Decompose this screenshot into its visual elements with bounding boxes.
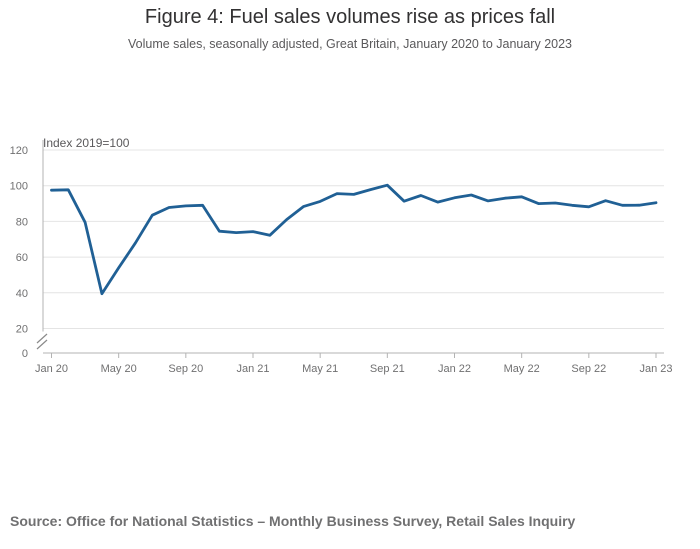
- y-axis-label: Index 2019=100: [43, 136, 130, 150]
- x-tick-label: May 21: [302, 363, 338, 375]
- data-point[interactable]: [532, 198, 544, 210]
- data-point[interactable]: [482, 195, 494, 207]
- data-point[interactable]: [365, 184, 377, 196]
- data-point[interactable]: [79, 216, 91, 228]
- data-point[interactable]: [516, 191, 528, 203]
- x-tick-label: May 20: [101, 363, 137, 375]
- axis-break-icon: [35, 333, 51, 350]
- data-point[interactable]: [146, 209, 158, 221]
- x-tick-label: Jan 20: [35, 363, 68, 375]
- data-point[interactable]: [600, 195, 612, 207]
- x-tick-label: Sep 20: [168, 363, 203, 375]
- data-point[interactable]: [616, 199, 628, 211]
- data-point[interactable]: [197, 199, 209, 211]
- axis-break-mark: [36, 333, 48, 344]
- series-group: [46, 179, 662, 300]
- x-tick-label: May 22: [504, 363, 540, 375]
- y-axis-ticks: 0 20 40 60 80 100 120: [10, 145, 28, 360]
- chart-title: Figure 4: Fuel sales volumes rise as pri…: [144, 6, 556, 28]
- data-point[interactable]: [230, 227, 242, 239]
- x-tick-label: Sep 22: [571, 363, 606, 375]
- data-point[interactable]: [381, 179, 393, 191]
- axis-break-mask: [35, 335, 51, 349]
- y-tick-label: 80: [16, 216, 28, 228]
- data-point[interactable]: [348, 188, 360, 200]
- data-point[interactable]: [180, 200, 192, 212]
- data-point[interactable]: [415, 190, 427, 202]
- data-point[interactable]: [465, 189, 477, 201]
- data-point[interactable]: [449, 192, 461, 204]
- data-point[interactable]: [583, 201, 595, 213]
- data-point[interactable]: [46, 184, 58, 196]
- data-point[interactable]: [213, 225, 225, 237]
- data-point[interactable]: [650, 197, 662, 209]
- y-tick-label: 60: [16, 252, 28, 264]
- x-tick-label: Jan 23: [639, 363, 672, 375]
- gridlines: [42, 140, 664, 354]
- data-point[interactable]: [281, 214, 293, 226]
- data-point[interactable]: [96, 288, 108, 300]
- data-point[interactable]: [398, 195, 410, 207]
- data-point[interactable]: [314, 195, 326, 207]
- y-tick-label: 0: [22, 348, 28, 360]
- x-tick-label: Jan 21: [236, 363, 269, 375]
- data-point[interactable]: [432, 196, 444, 208]
- data-point[interactable]: [264, 229, 276, 241]
- x-axis-ticks: Jan 20 May 20 Sep 20 Jan 21 May 21 Sep 21 Jan …: [35, 353, 673, 375]
- x-tick-label: Jan 22: [438, 363, 471, 375]
- y-tick-label: 120: [10, 145, 28, 157]
- data-point[interactable]: [297, 201, 309, 213]
- source-note: Source: Office for National Statistics –…: [10, 513, 576, 529]
- y-tick-label: 40: [16, 288, 28, 300]
- data-point[interactable]: [163, 201, 175, 213]
- data-point[interactable]: [113, 262, 125, 274]
- y-tick-label: 20: [16, 324, 28, 336]
- data-point[interactable]: [331, 188, 343, 200]
- data-point[interactable]: [549, 197, 561, 209]
- data-point[interactable]: [499, 192, 511, 204]
- data-point[interactable]: [129, 237, 141, 249]
- data-point[interactable]: [566, 199, 578, 211]
- data-point[interactable]: [247, 226, 259, 238]
- series-line: [50, 183, 658, 296]
- data-point[interactable]: [633, 199, 645, 211]
- chart-subtitle: Volume sales, seasonally adjusted, Great…: [127, 37, 573, 51]
- axis-break-mark: [36, 339, 48, 350]
- x-tick-label: Sep 21: [370, 363, 405, 375]
- data-point[interactable]: [62, 184, 74, 196]
- y-tick-label: 100: [10, 181, 28, 193]
